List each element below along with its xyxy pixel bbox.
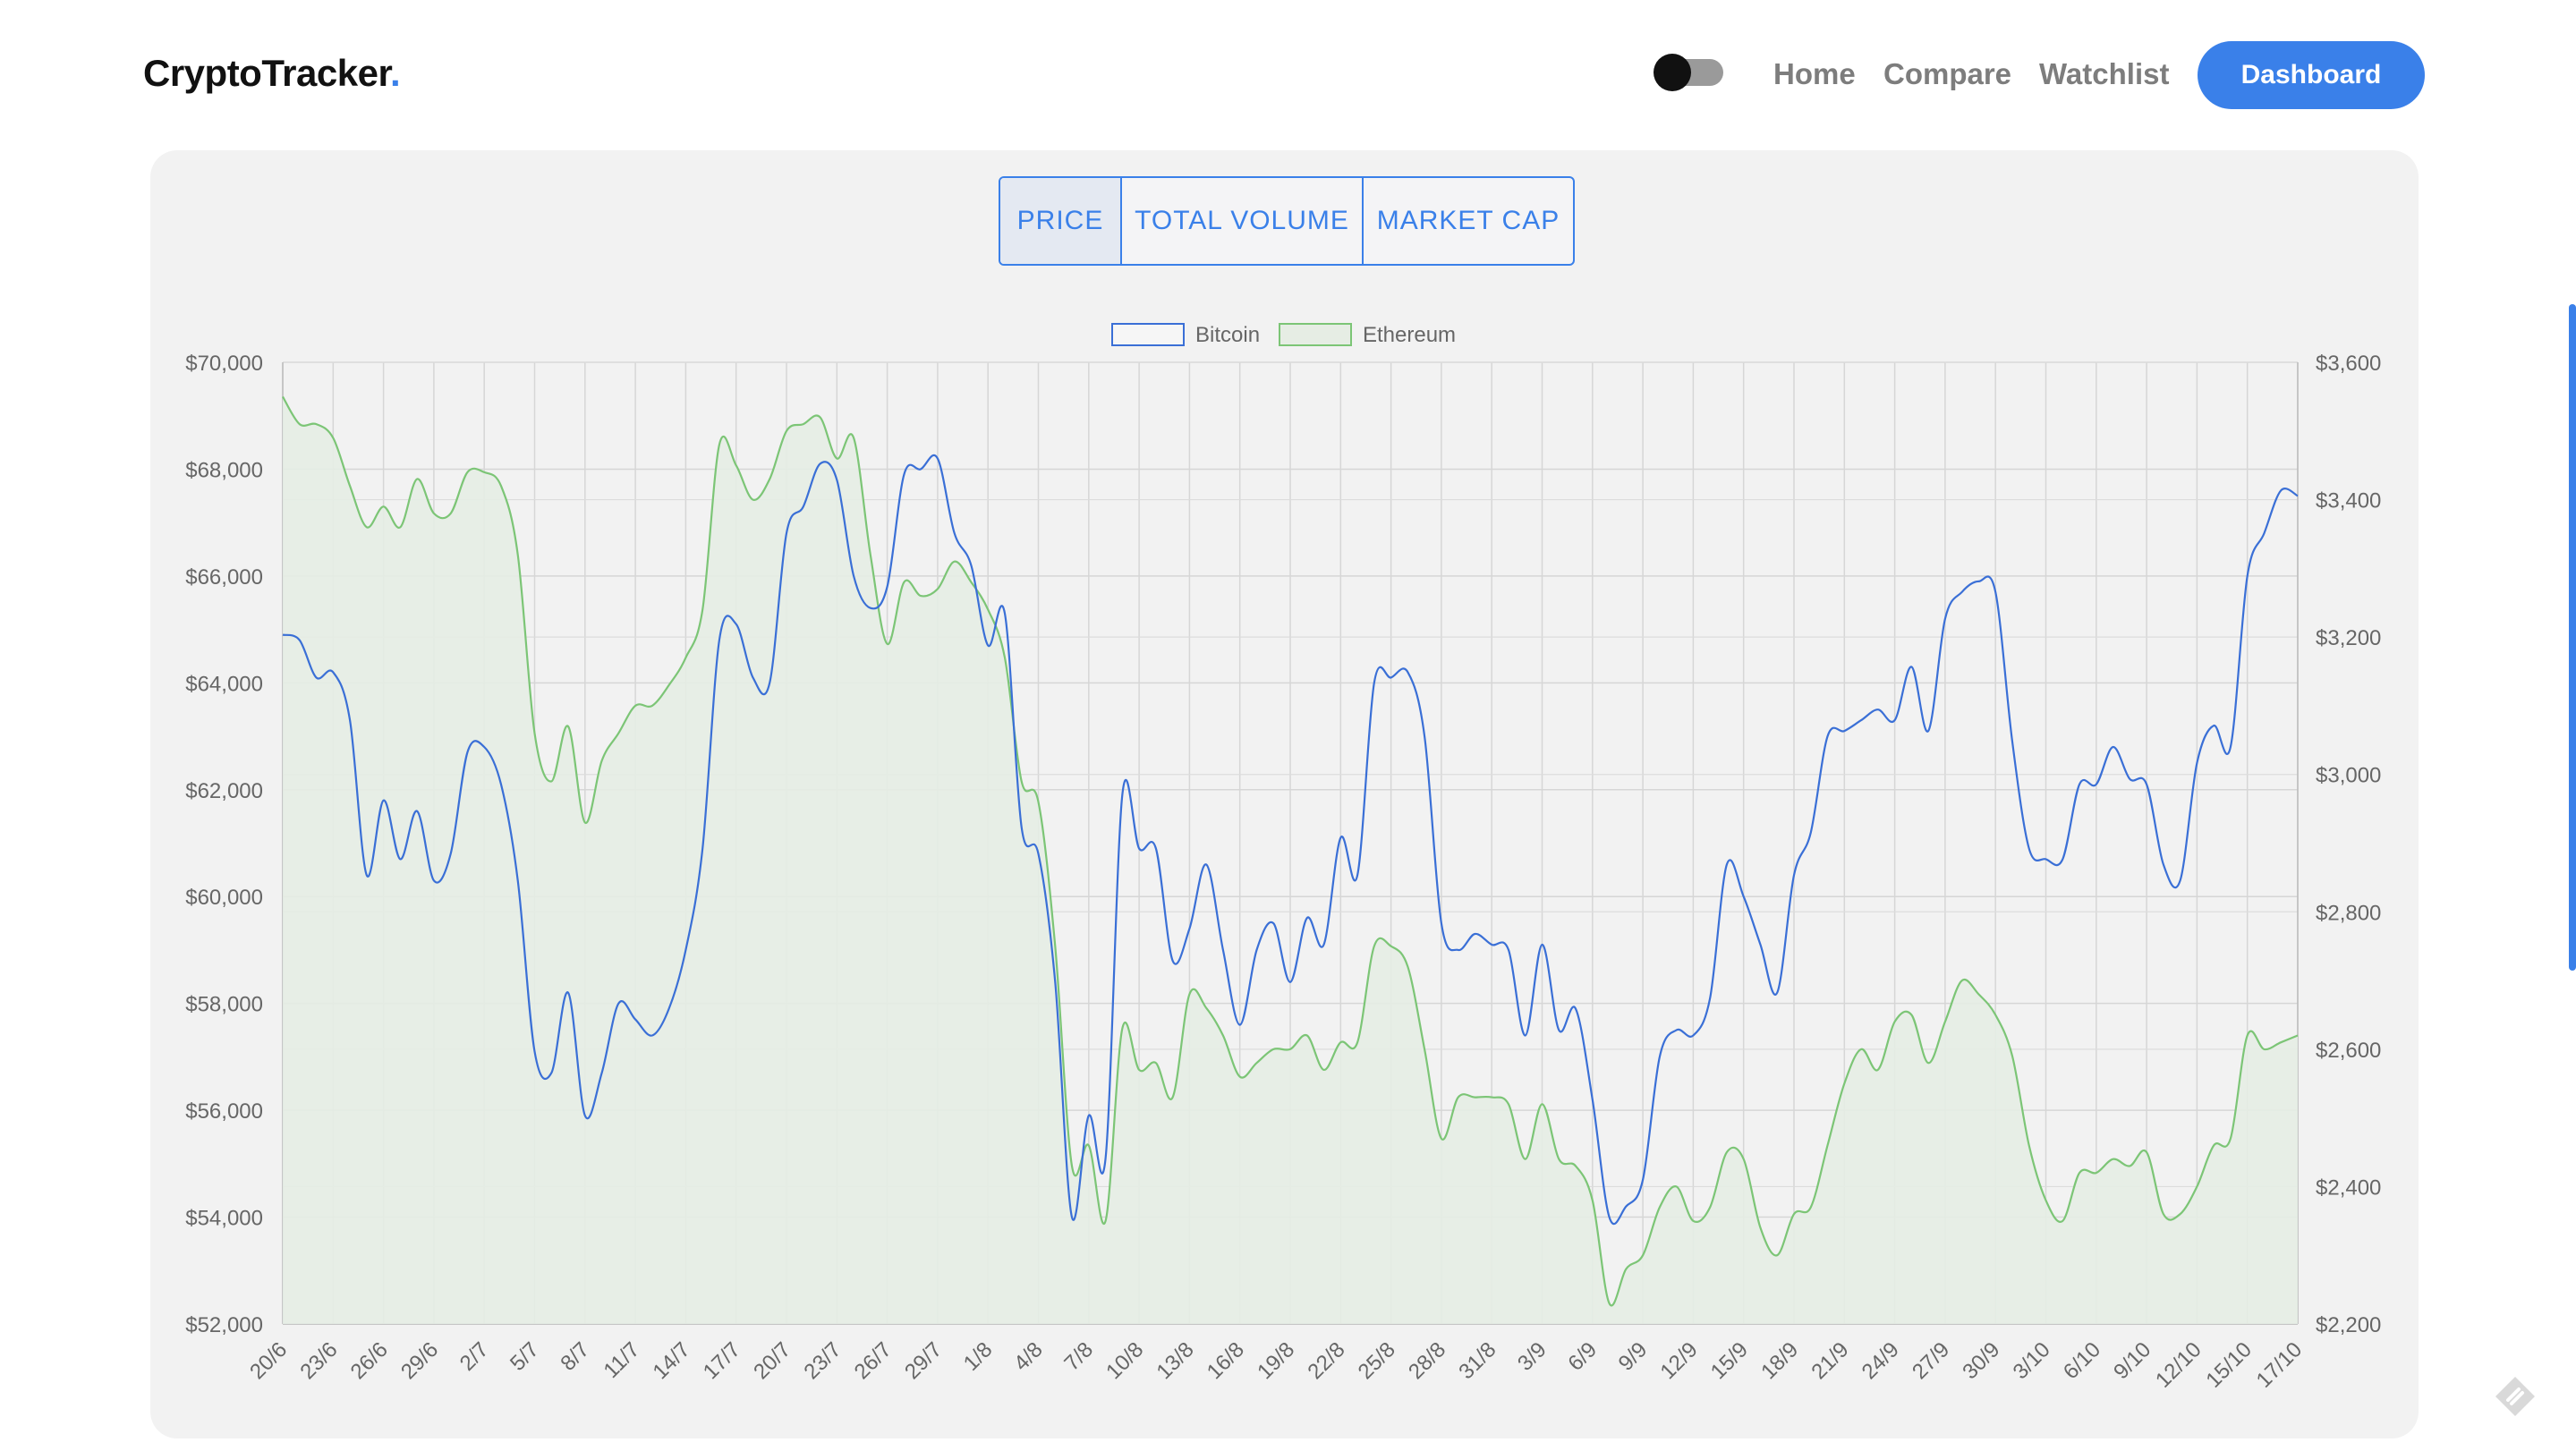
y-left-tick-label: $52,000 xyxy=(185,1313,263,1337)
legend-bitcoin-label: Bitcoin xyxy=(1195,323,1260,347)
x-tick-label: 3/9 xyxy=(1513,1337,1552,1376)
x-tick-label: 20/6 xyxy=(245,1337,292,1384)
x-tick-label: 3/10 xyxy=(2009,1337,2055,1384)
x-tick-label: 12/10 xyxy=(2151,1337,2206,1393)
series-ethereum-area xyxy=(283,396,2298,1324)
x-tick-label: 17/10 xyxy=(2252,1337,2308,1393)
legend-ethereum-swatch xyxy=(1279,323,1352,346)
y-right-tick-label: $3,400 xyxy=(2316,489,2381,513)
x-tick-label: 23/7 xyxy=(799,1337,846,1384)
y-left-tick-label: $58,000 xyxy=(185,993,263,1017)
y-right-tick-label: $2,200 xyxy=(2316,1313,2381,1337)
x-tick-label: 8/7 xyxy=(556,1337,594,1376)
x-tick-label: 21/9 xyxy=(1807,1337,1853,1384)
x-tick-label: 30/9 xyxy=(1958,1337,2004,1384)
y-right-tick-label: $3,200 xyxy=(2316,626,2381,650)
x-tick-label: 20/7 xyxy=(749,1337,795,1384)
x-tick-label: 5/7 xyxy=(506,1337,544,1376)
toggle-switch-icon xyxy=(1654,54,1691,91)
chart-legend: Bitcoin Ethereum xyxy=(1111,323,1456,347)
y-left-tick-label: $68,000 xyxy=(185,458,263,482)
nav-compare-link[interactable]: Compare xyxy=(1883,57,2012,90)
x-tick-label: 9/9 xyxy=(1614,1337,1653,1376)
tab-total-volume[interactable]: TOTAL VOLUME xyxy=(1120,178,1362,264)
theme-toggle-switch[interactable] xyxy=(1654,54,1723,91)
logo-dot: . xyxy=(389,52,401,94)
tab-price[interactable]: PRICE xyxy=(1000,178,1120,264)
x-tick-label: 6/9 xyxy=(1563,1337,1602,1376)
x-tick-label: 29/7 xyxy=(900,1337,947,1384)
x-tick-label: 2/7 xyxy=(455,1337,494,1376)
nav-watchlist-link[interactable]: Watchlist xyxy=(2039,57,2170,90)
y-left-tick-label: $54,000 xyxy=(185,1207,263,1231)
series-ethereum-line xyxy=(282,395,2299,1307)
x-tick-label: 4/8 xyxy=(1009,1337,1048,1376)
x-tick-label: 9/10 xyxy=(2109,1337,2155,1384)
x-tick-label: 31/8 xyxy=(1454,1337,1501,1384)
x-tick-label: 14/7 xyxy=(649,1337,695,1384)
y-left-tick-label: $64,000 xyxy=(185,672,263,696)
x-tick-label: 15/10 xyxy=(2201,1337,2257,1393)
x-tick-label: 22/8 xyxy=(1303,1337,1349,1384)
x-tick-label: 26/6 xyxy=(346,1337,393,1384)
y-left-tick-label: $62,000 xyxy=(185,779,263,803)
dashboard-button[interactable]: Dashboard xyxy=(2198,41,2425,109)
y-right-tick-label: $3,600 xyxy=(2316,352,2381,376)
x-tick-label: 6/10 xyxy=(2059,1337,2105,1384)
x-tick-label: 17/7 xyxy=(699,1337,745,1384)
x-tick-label: 23/6 xyxy=(295,1337,342,1384)
x-tick-label: 25/8 xyxy=(1354,1337,1400,1384)
diamond-logo-icon xyxy=(2495,1377,2535,1416)
page-scrollbar[interactable] xyxy=(2569,304,2576,971)
chart-type-toggle: PRICE TOTAL VOLUME MARKET CAP xyxy=(999,176,1575,266)
x-tick-label: 28/8 xyxy=(1404,1337,1450,1384)
nav-home-link[interactable]: Home xyxy=(1773,57,1856,90)
x-tick-label: 7/8 xyxy=(1059,1337,1098,1376)
y-right-tick-label: $2,400 xyxy=(2316,1175,2381,1200)
y-left-tick-label: $60,000 xyxy=(185,886,263,910)
x-tick-label: 11/7 xyxy=(599,1337,644,1383)
x-tick-label: 10/8 xyxy=(1101,1337,1148,1384)
x-tick-label: 18/9 xyxy=(1756,1337,1803,1384)
app-logo[interactable]: CryptoTracker. xyxy=(143,52,401,95)
legend-bitcoin-swatch xyxy=(1111,323,1185,346)
y-left-tick-label: $66,000 xyxy=(185,565,263,590)
y-right-tick-label: $3,000 xyxy=(2316,764,2381,788)
x-tick-label: 24/9 xyxy=(1858,1337,1904,1384)
x-tick-label: 19/8 xyxy=(1253,1337,1299,1384)
x-tick-label: 15/9 xyxy=(1706,1337,1753,1384)
series-bitcoin-line xyxy=(282,454,2299,1226)
top-header: CryptoTracker. Home Compare Watchlist Da… xyxy=(0,0,2576,150)
x-tick-label: 16/8 xyxy=(1203,1337,1249,1384)
y-right-tick-label: $2,800 xyxy=(2316,901,2381,925)
logo-text: CryptoTracker xyxy=(143,52,390,94)
y-left-tick-label: $70,000 xyxy=(185,352,263,376)
x-tick-label: 27/9 xyxy=(1908,1337,1954,1384)
legend-ethereum-label: Ethereum xyxy=(1363,323,1456,347)
x-tick-label: 26/7 xyxy=(850,1337,897,1384)
y-right-tick-label: $2,600 xyxy=(2316,1039,2381,1063)
tab-market-cap[interactable]: MARKET CAP xyxy=(1362,178,1573,264)
y-left-tick-label: $56,000 xyxy=(185,1099,263,1124)
x-tick-label: 1/8 xyxy=(959,1337,998,1376)
x-tick-label: 12/9 xyxy=(1656,1337,1703,1384)
x-tick-label: 29/6 xyxy=(396,1337,443,1384)
x-tick-label: 13/8 xyxy=(1152,1337,1199,1384)
